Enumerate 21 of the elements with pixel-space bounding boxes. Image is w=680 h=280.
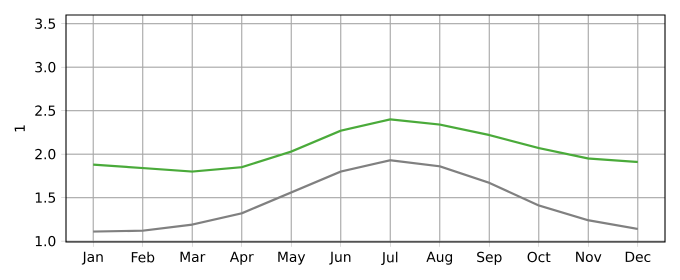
- x-tick-label: Jun: [329, 252, 350, 265]
- x-tick-label: Oct: [528, 252, 550, 262]
- x-tick-label: Aug: [426, 252, 452, 265]
- y-tick-label: 3.0: [35, 62, 56, 72]
- x-tick-label: Apr: [230, 252, 254, 265]
- x-tick-label: Sep: [477, 252, 502, 265]
- line-series: [92, 159, 639, 233]
- x-tick-label: Nov: [576, 252, 602, 262]
- y-tick-label: 1.0: [36, 236, 56, 246]
- line-series: [92, 118, 639, 173]
- y-axis-title: 1: [14, 125, 25, 132]
- x-tick-label: Feb: [132, 252, 154, 262]
- y-tick-label: 2.0: [35, 148, 56, 160]
- x-tick-label: Jan: [82, 252, 103, 265]
- y-tick-label: 2.5: [35, 105, 56, 116]
- x-tick-label: Dec: [626, 252, 650, 262]
- y-tick-label: 3.5: [35, 18, 56, 29]
- x-tick-label: Mar: [180, 252, 206, 262]
- x-tick-label: Jul: [381, 252, 398, 266]
- x-tick-label: May: [278, 252, 306, 265]
- y-tick-label: 1.5: [36, 192, 56, 203]
